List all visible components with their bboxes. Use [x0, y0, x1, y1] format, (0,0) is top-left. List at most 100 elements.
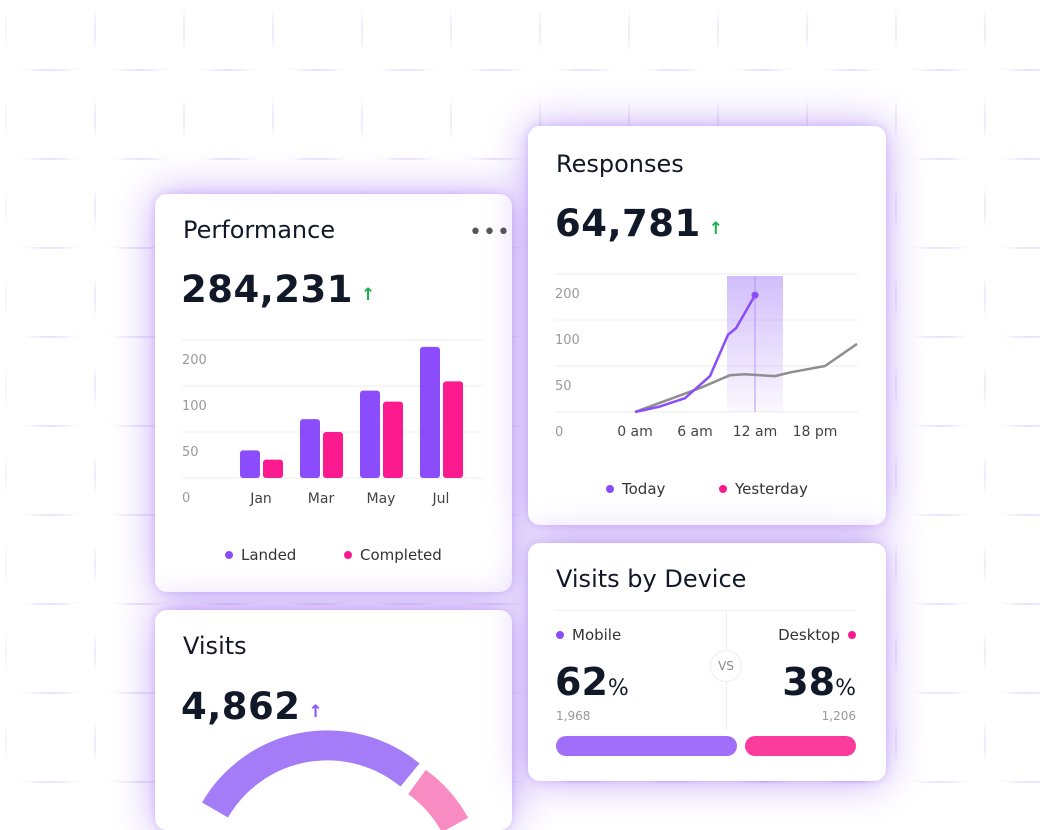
grid-cell	[984, 69, 1040, 160]
grid-cell	[984, 0, 1040, 71]
grid-cell	[361, 69, 452, 160]
grid-cell	[895, 514, 986, 605]
responses-value: 64,781	[555, 202, 701, 245]
grid-cell	[5, 692, 96, 783]
grid-cell	[5, 514, 96, 605]
visits-value-row: 4,862 ↑	[181, 685, 323, 729]
visits-card: Visits 4,862 ↑	[155, 610, 512, 830]
grid-cell	[272, 69, 363, 160]
y-tick-label: 200	[555, 287, 580, 302]
bar-completed	[323, 432, 343, 478]
grid-cell	[895, 69, 986, 160]
grid-cell	[984, 514, 1040, 605]
x-tick-label: 6 am	[677, 424, 713, 440]
grid-cell	[984, 336, 1040, 427]
y-tick-label: 200	[182, 353, 207, 368]
grid-cell	[5, 158, 96, 249]
more-horizontal-icon[interactable]: •••	[469, 220, 511, 245]
grid-cell	[183, 69, 274, 160]
grid-cell	[5, 603, 96, 694]
legend-label: Today	[622, 480, 666, 498]
legend-today: Today	[606, 480, 665, 498]
performance-bar-chart: 0 50 100 200 Jan Mar May Jul	[182, 339, 483, 507]
percent-value: 38	[782, 660, 836, 704]
bar-landed	[240, 450, 260, 478]
grid-cell	[183, 0, 274, 71]
legend-landed: Landed	[225, 546, 296, 564]
legend-label: Landed	[241, 546, 297, 564]
grid-cell	[94, 69, 185, 160]
grid-cell	[272, 0, 363, 71]
percent-unit: %	[835, 676, 856, 701]
point-today-last	[751, 291, 759, 299]
grid-cell	[895, 336, 986, 427]
x-tick-label: 12 am	[733, 424, 777, 440]
performance-card: Performance ••• 284,231 ↑ 0 50 100 200 Jan Ma…	[155, 194, 512, 592]
y-tick-label: 50	[182, 445, 199, 460]
grid-cell	[450, 0, 541, 71]
x-tick-label: Mar	[308, 491, 335, 507]
bar-completed	[443, 381, 463, 478]
mobile-count: 1,968	[556, 709, 591, 723]
visits-by-device-card: Visits by Device Mobile Desktop VS 62% 3…	[528, 543, 886, 781]
line-today	[634, 294, 757, 414]
donut-segment-pink	[407, 769, 469, 830]
performance-value-row: 284,231 ↑	[181, 268, 375, 312]
y-tick-label: 50	[555, 379, 572, 394]
desktop-count: 1,206	[821, 709, 856, 723]
bar-landed	[300, 419, 320, 478]
desktop-share-bar	[745, 736, 856, 756]
divider	[556, 610, 856, 611]
bar-landed	[420, 346, 440, 478]
mobile-label: Mobile	[556, 626, 621, 644]
percent-unit: %	[607, 676, 629, 701]
grid-cell	[5, 336, 96, 427]
legend-dot	[848, 631, 856, 639]
grid-cell	[895, 158, 986, 249]
visits-donut-chart	[202, 730, 469, 830]
line-yesterday	[634, 342, 858, 414]
donut-segment-purple	[202, 730, 420, 818]
percent-value: 62	[555, 660, 608, 704]
grid-cell	[895, 692, 986, 783]
grid-cell	[450, 69, 541, 160]
grid-cell	[895, 0, 986, 71]
vs-badge: VS	[710, 650, 742, 682]
legend-label: Yesterday	[735, 480, 808, 498]
grid-cell	[361, 0, 452, 71]
bar-landed	[360, 390, 380, 478]
x-tick-label: Jan	[249, 491, 272, 507]
card-title: Performance	[183, 216, 336, 244]
grid-cell	[895, 603, 986, 694]
grid-cell	[895, 247, 986, 338]
x-tick-label: Jul	[432, 491, 450, 507]
legend-label: Completed	[360, 546, 442, 564]
grid-cell	[984, 247, 1040, 338]
card-title: Visits	[183, 632, 247, 660]
legend-label: Desktop	[778, 626, 840, 644]
grid-cell	[717, 0, 808, 71]
legend-completed: Completed	[344, 546, 442, 564]
grid-cell	[628, 0, 719, 71]
arrow-up-icon: ↑	[708, 218, 724, 239]
responses-line-chart: 0 50 100 200 0 am 6 am 12 am 18 pm	[555, 273, 858, 440]
card-title: Responses	[556, 150, 684, 178]
grid-cell	[94, 0, 185, 71]
responses-card: Responses 64,781 ↑ 0 50 100 200 0 am 6 am 12 a…	[528, 126, 886, 525]
grid-cell	[984, 158, 1040, 249]
grid-cell	[984, 425, 1040, 516]
grid-cell	[806, 0, 897, 71]
grid-cell	[984, 603, 1040, 694]
x-tick-label: May	[367, 491, 396, 507]
y-tick-label: 100	[555, 333, 580, 348]
legend-dot	[719, 485, 727, 493]
x-tick-label: 18 pm	[793, 424, 838, 440]
y-tick-label: 0	[182, 491, 190, 506]
legend-yesterday: Yesterday	[719, 480, 808, 498]
y-tick-label: 0	[555, 425, 563, 440]
legend-label: Mobile	[572, 626, 622, 644]
grid-cell	[5, 425, 96, 516]
responses-value-row: 64,781 ↑	[555, 202, 724, 246]
performance-value: 284,231	[181, 268, 354, 311]
arrow-up-icon: ↑	[308, 701, 323, 722]
